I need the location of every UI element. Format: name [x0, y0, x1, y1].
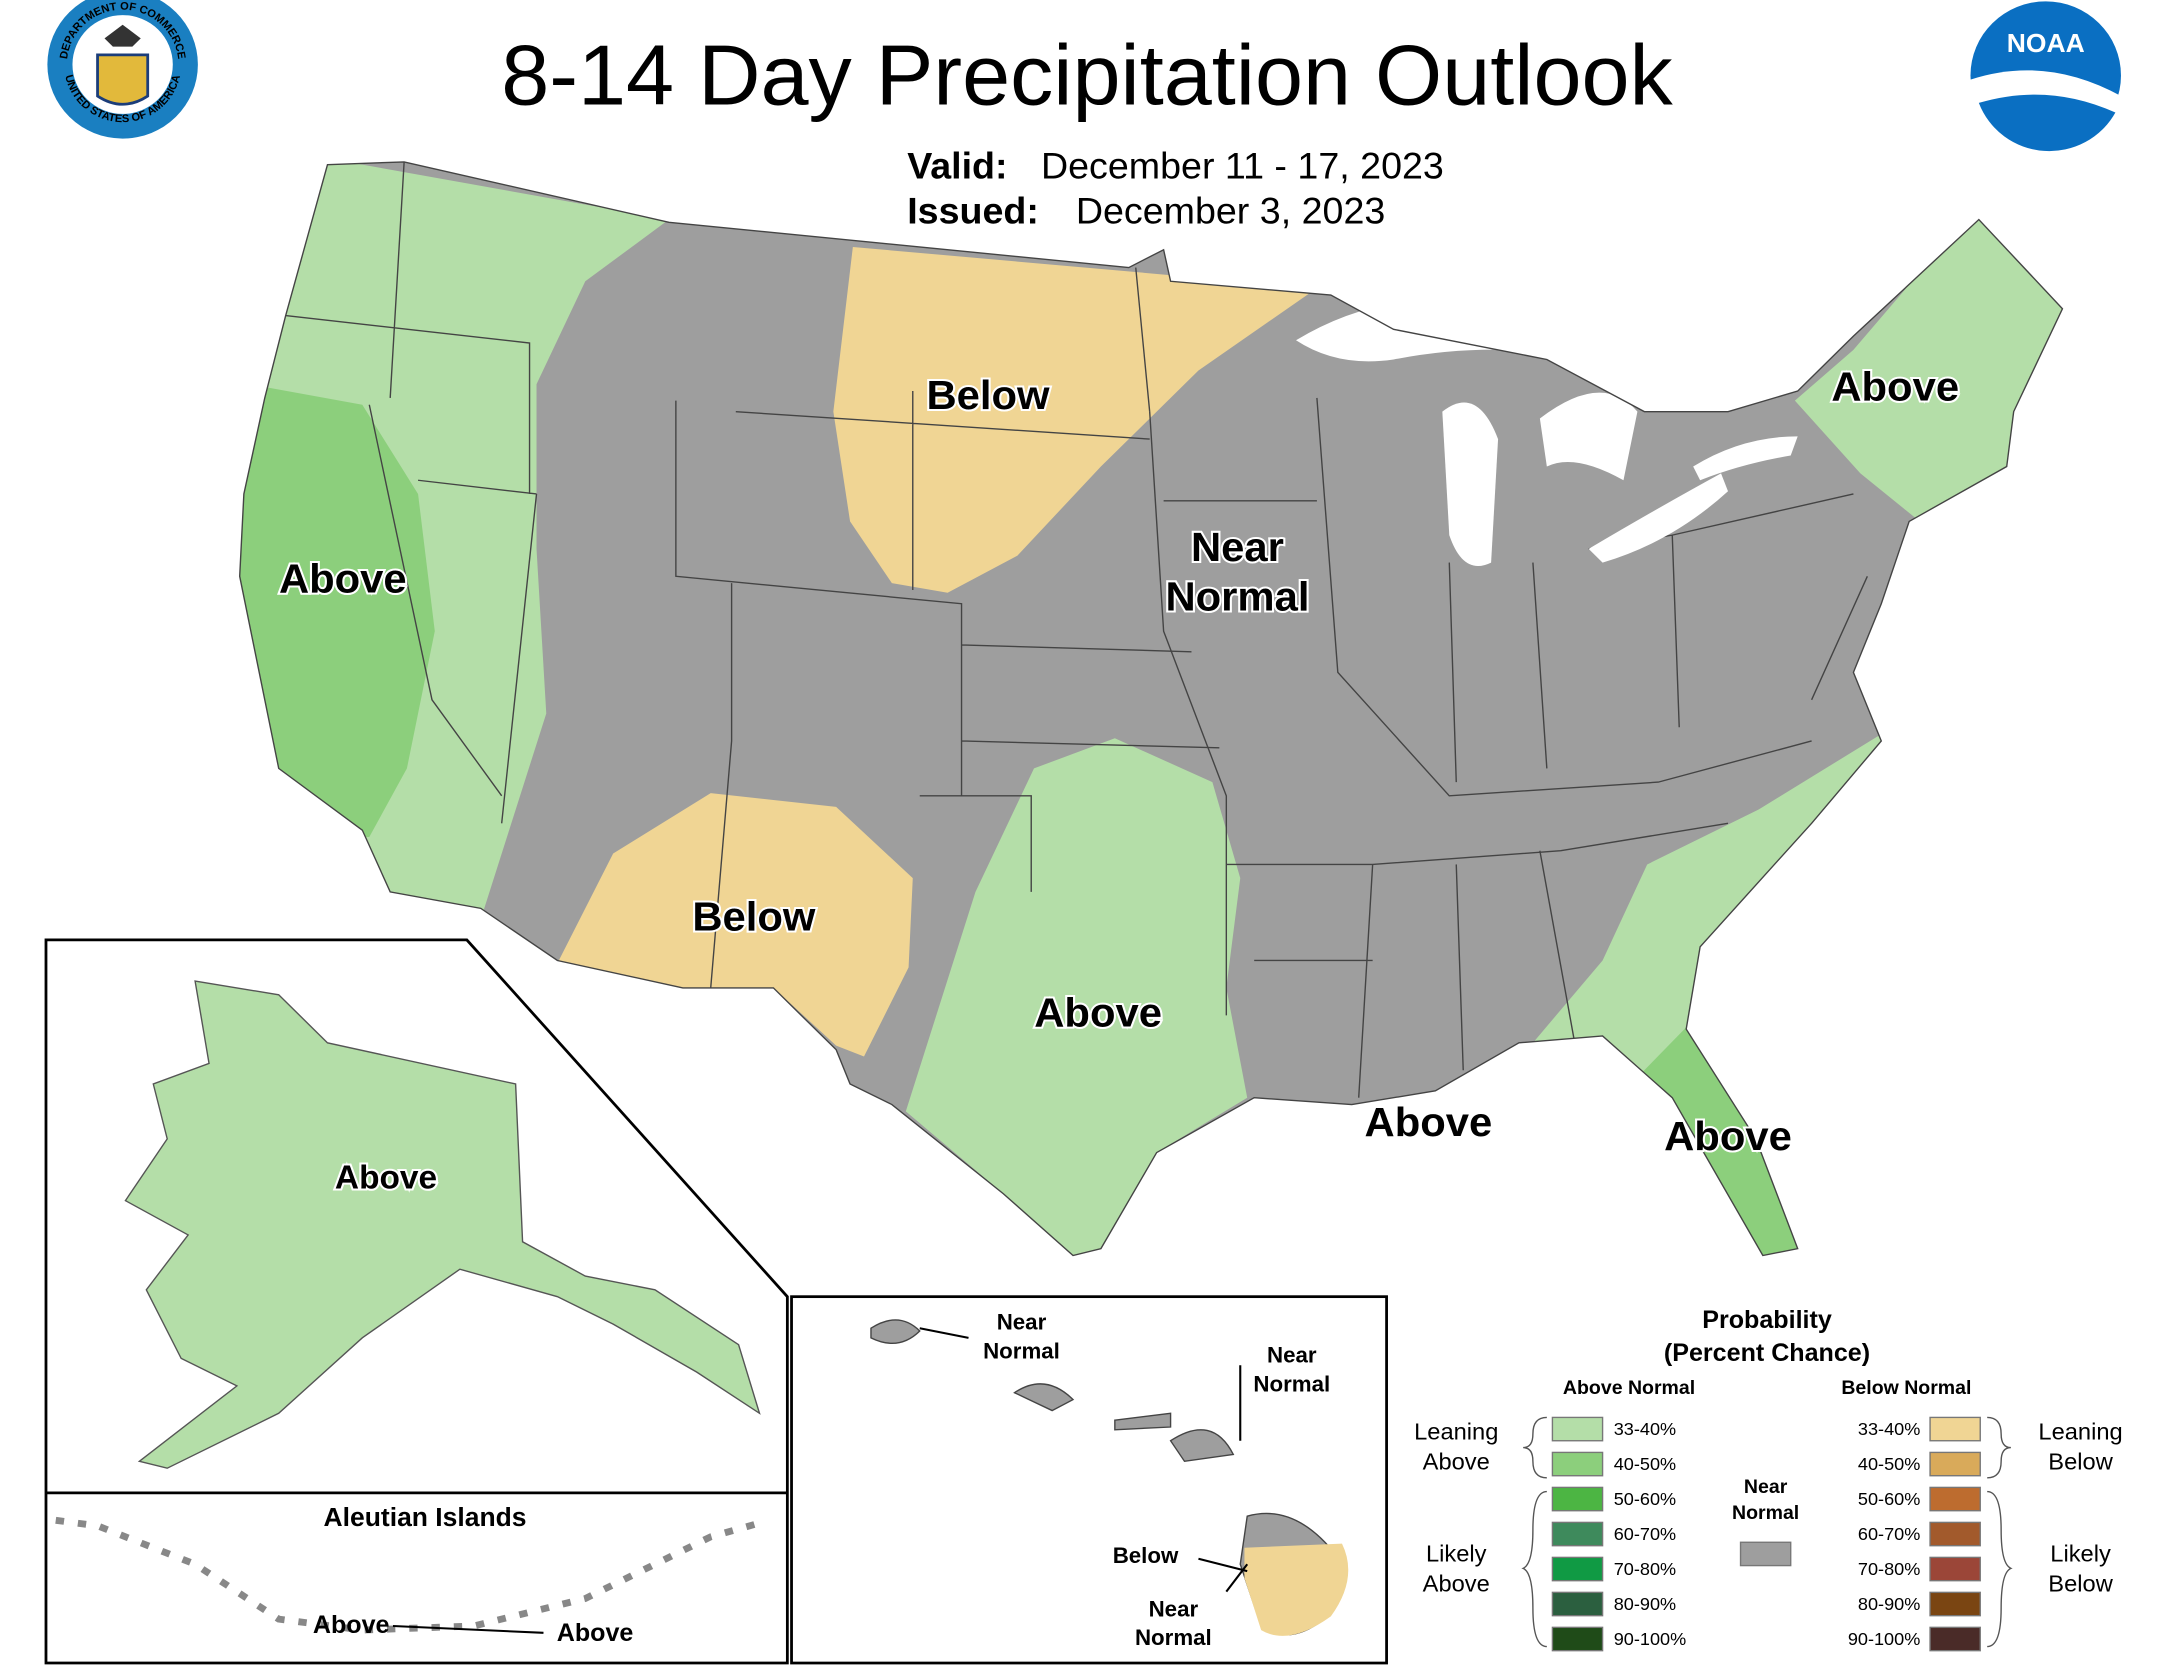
hawaii-label: Near [1149, 1597, 1199, 1622]
valid-label: Valid: [907, 145, 1007, 187]
legend-swatch [1551, 1556, 1604, 1582]
noaa-logo: NOAA [1970, 1, 2121, 163]
legend-group: Below [2048, 1449, 2114, 1475]
hawaii-label: Normal [1253, 1371, 1330, 1396]
noaa-text: NOAA [2007, 28, 2085, 58]
legend-group: Below [2048, 1571, 2114, 1597]
legend-swatch [1551, 1451, 1604, 1477]
legend-label: 70-80% [1858, 1559, 1920, 1579]
alaska-frame [44, 938, 789, 1665]
issued-label: Issued: [907, 190, 1039, 232]
alaska-shape [124, 980, 761, 1469]
conus-outline [238, 161, 2064, 1257]
legend-label: 50-60% [1858, 1489, 1920, 1509]
aleutian-label: Above [557, 1619, 634, 1647]
legend-swatch [1929, 1521, 1981, 1547]
legend-group: Above [1423, 1571, 1490, 1597]
state-borders [285, 161, 1868, 1098]
aleutian-title: Aleutian Islands [324, 1502, 527, 1532]
region-label: Above [1831, 363, 1959, 410]
valid-date: December 11 - 17, 2023 [1041, 145, 1444, 187]
legend-label: 60-70% [1614, 1524, 1676, 1544]
legend-near-label: Near [1744, 1476, 1788, 1498]
legend: Probability (Percent Chance) Above Normal B… [1414, 1306, 2123, 1652]
legend-swatch [1551, 1521, 1604, 1547]
hawaii-label: Below [1113, 1543, 1179, 1568]
hawaii-frame [790, 1295, 1388, 1665]
alaska-label: Above [335, 1159, 437, 1196]
legend-braces [1521, 1416, 2013, 1648]
legend-label: 40-50% [1614, 1454, 1676, 1474]
legend-swatch [1929, 1626, 1981, 1652]
legend-label: 90-100% [1848, 1629, 1921, 1649]
legend-near-label: Normal [1732, 1502, 1799, 1524]
legend-label: 60-70% [1858, 1524, 1920, 1544]
region-label: Above [1365, 1098, 1493, 1145]
above-region [1641, 1001, 1815, 1256]
legend-swatch [1929, 1486, 1981, 1512]
legend-swatch [1929, 1451, 1981, 1477]
hawaii-below [1244, 1543, 1349, 1636]
legend-swatch [1551, 1591, 1604, 1617]
below-region [833, 246, 1317, 593]
legend-title: Probability [1702, 1306, 1832, 1334]
region-label: Below [926, 371, 1050, 418]
hawaii-label: Near [1267, 1343, 1317, 1368]
region-label: Below [692, 893, 816, 940]
leader-lines [392, 1327, 1249, 1634]
hawaii-label: Near [997, 1310, 1047, 1335]
legend-label: 90-100% [1614, 1629, 1687, 1649]
legend-swatch [1551, 1416, 1604, 1442]
aleutian-label: Above [313, 1611, 390, 1639]
legend-label: 33-40% [1614, 1419, 1676, 1439]
legend-heading: Below Normal [1841, 1377, 1971, 1399]
legend-label: 80-90% [1858, 1594, 1920, 1614]
legend-group: Above [1423, 1449, 1490, 1475]
legend-swatch [1551, 1626, 1604, 1652]
region-label: Above [1034, 989, 1162, 1036]
region-label: Above [279, 555, 407, 602]
legend-swatch [1739, 1541, 1792, 1567]
region-label: Above [1664, 1112, 1792, 1159]
title: 8-14 Day Precipitation Outlook [501, 28, 1673, 123]
legend-label: 70-80% [1614, 1559, 1676, 1579]
legend-swatch [1929, 1556, 1981, 1582]
legend-label: 40-50% [1858, 1454, 1920, 1474]
legend-heading: Above Normal [1563, 1377, 1695, 1399]
legend-group: Leaning [2038, 1419, 2122, 1445]
legend-label: 80-90% [1614, 1594, 1676, 1614]
legend-title: (Percent Chance) [1664, 1339, 1870, 1367]
legend-label: 33-40% [1858, 1419, 1920, 1439]
below-region [557, 793, 913, 1057]
issued-date: December 3, 2023 [1076, 190, 1385, 232]
legend-swatch [1929, 1416, 1981, 1442]
legend-group: Likely [1426, 1541, 1487, 1567]
aleutian-chain [55, 1516, 761, 1634]
legend-swatch [1929, 1591, 1981, 1617]
legend-group: Likely [2050, 1541, 2111, 1567]
hawaii-label: Normal [1135, 1625, 1212, 1650]
commerce-seal: DEPARTMENT OF COMMERCE UNITED STATES OF … [47, 0, 198, 139]
legend-swatch [1551, 1486, 1604, 1512]
above-region [905, 738, 1248, 1256]
region-label: Normal [1165, 573, 1309, 620]
region-label: Near [1191, 523, 1284, 570]
legend-label: 50-60% [1614, 1489, 1676, 1509]
hawaii-label: Normal [983, 1339, 1060, 1364]
legend-group: Leaning [1414, 1419, 1498, 1445]
